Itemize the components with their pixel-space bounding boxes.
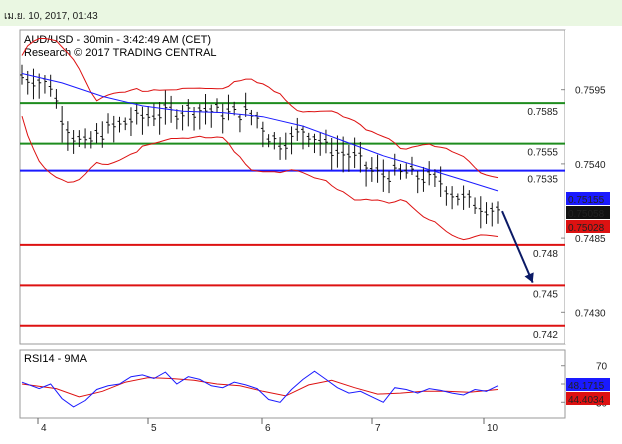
price-tick-label: 0.7430 [575, 308, 606, 319]
rsi-badge: 48.1715 [566, 378, 610, 392]
level-label: 0.7585 [527, 107, 558, 118]
x-tick-label: 5 [151, 423, 157, 434]
upper-band [21, 38, 499, 179]
price-badge: 0.75155 [566, 192, 610, 206]
rsi-badge: 44.4034 [566, 392, 610, 406]
level-label: 0.745 [533, 289, 558, 300]
x-tick-label: 10 [487, 423, 499, 434]
lower-band [21, 115, 499, 241]
rsi-badge-label: 44.4034 [568, 395, 605, 406]
level-label: 0.7555 [527, 148, 558, 159]
price-badge: 0.75058 [566, 206, 610, 220]
price-axis: 0.7595 0.7540 0.7485 0.7430 [561, 86, 606, 319]
top-banner: เม.ย. 10, 2017, 01:43 [0, 0, 622, 26]
price-tick-label: 0.7595 [575, 86, 606, 97]
x-tick-label: 7 [375, 423, 381, 434]
x-tick-label: 6 [265, 423, 271, 434]
forecast-arrow-shaft [501, 210, 534, 284]
price-badge-label: 0.75155 [568, 195, 605, 206]
candles [20, 64, 500, 229]
rsi-ma-line [21, 377, 499, 398]
level-label: 0.748 [533, 249, 558, 260]
rsi-badge-label: 48.1715 [568, 381, 605, 392]
price-badge: 0.75028 [566, 220, 610, 234]
rsi-label: RSI14 - 9MA [24, 353, 88, 365]
rsi-panel [19, 349, 566, 419]
chart-subtitle: Research © 2017 TRADING CENTRAL [24, 47, 217, 59]
rsi-line [21, 370, 499, 408]
x-axis: 4 5 6 7 10 [37, 418, 499, 434]
banner-date: เม.ย. 10, 2017, 01:43 [4, 11, 98, 22]
price-axis-strip [565, 30, 620, 344]
price-tick-label: 0.7485 [575, 234, 606, 245]
price-badge-label: 0.75058 [568, 209, 605, 220]
x-tick-label: 4 [41, 423, 47, 434]
price-badge-label: 0.75028 [568, 223, 605, 234]
forecast-arrow-head [524, 272, 534, 283]
levels: 0.7585 0.7555 0.7535 0.748 0.745 0.742 [20, 102, 565, 341]
bollinger-bands [21, 38, 499, 241]
rsi-tick-label: 70 [596, 362, 608, 373]
price-badges: 0.75155 0.75058 0.75028 [566, 192, 610, 234]
price-tick-label: 0.7540 [575, 160, 606, 171]
moving-average [21, 73, 499, 192]
level-label: 0.7535 [527, 175, 558, 186]
level-label: 0.742 [533, 330, 558, 341]
forecast-arrow [501, 210, 534, 284]
price-panel [19, 29, 566, 345]
chart-title: AUD/USD - 30min - 3:42:49 AM (CET) [24, 34, 211, 46]
